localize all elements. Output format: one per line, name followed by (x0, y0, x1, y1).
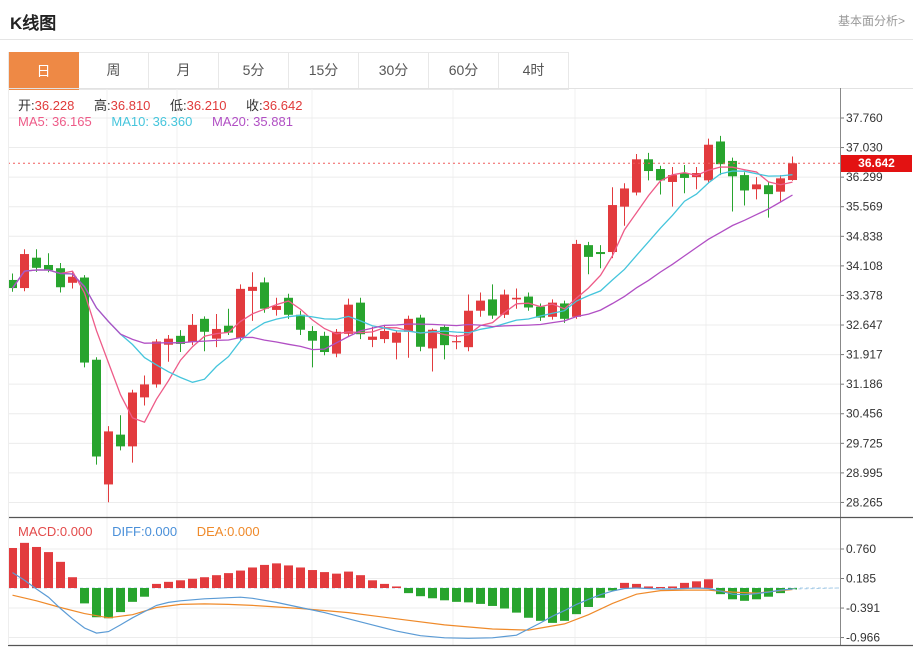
ma10-line (11, 170, 793, 383)
ma20-label: MA20: (211, 114, 250, 129)
tab-30分[interactable]: 30分 (359, 53, 429, 89)
current-price-tag: 36.642 (841, 155, 912, 172)
open-value: 36.228 (34, 98, 75, 113)
ma20-line (11, 194, 793, 351)
macd-y-axis-label: -0.966 (846, 631, 880, 645)
y-axis-label: 28.995 (846, 466, 883, 480)
high-label: 高: (94, 98, 111, 113)
diff-line (12, 572, 793, 639)
high-value: 36.810 (110, 98, 151, 113)
ma5-value: 36.165 (51, 114, 92, 129)
y-axis-label: 31.186 (846, 377, 883, 391)
y-axis-label: 34.108 (846, 259, 883, 273)
timeframe-tabs: 日周月 5分 15分 30分 60分 4时 (8, 52, 569, 90)
tab-4时[interactable]: 4时 (499, 53, 569, 89)
y-axis-label: 31.917 (846, 348, 883, 362)
y-axis-label: 32.647 (846, 318, 883, 332)
y-axis-label: 28.265 (846, 495, 883, 509)
macd-y-axis-label: -0.391 (846, 601, 880, 615)
open-label: 开: (18, 98, 35, 113)
close-value: 36.642 (262, 98, 303, 113)
macd-y-axis-label: 0.760 (846, 542, 876, 556)
close-label: 收: (246, 98, 263, 113)
tab-60分[interactable]: 60分 (429, 53, 499, 89)
ma-readout: MA5: 36.165 MA10: 36.360 MA20: 35.881 (18, 114, 309, 129)
tab-15分[interactable]: 15分 (289, 53, 359, 89)
macd-y-axis: 0.760 0.185 -0.391 -0.966 (8, 542, 880, 645)
tab-月[interactable]: 月 (149, 53, 219, 89)
ma10-label: MA10: (111, 114, 149, 129)
ma20-value: 35.881 (253, 114, 293, 129)
tab-日[interactable]: 日 (9, 52, 79, 90)
y-axis-label: 37.030 (846, 141, 883, 155)
widget-header: K线图 基本面分析> (0, 0, 913, 40)
diff-value: 0.000 (144, 524, 178, 539)
y-axis-label: 34.838 (846, 229, 883, 243)
page-title: K线图 (10, 14, 57, 33)
macd-readout: MACD:0.000 DIFF:0.000 DEA:0.000 (18, 524, 276, 539)
tab-周[interactable]: 周 (79, 53, 149, 89)
ma10-value: 36.360 (152, 114, 193, 129)
low-value: 36.210 (186, 98, 227, 113)
y-axis-label: 37.760 (846, 111, 883, 125)
ma5-line (11, 166, 793, 424)
macd-label: MACD: (18, 524, 60, 539)
macd-y-axis-label: 0.185 (846, 572, 876, 586)
ohlc-readout: 开:36.228 高:36.810 低:36.210 收:36.642 (18, 95, 318, 114)
ma5-label: MA5: (18, 114, 49, 129)
y-axis-label: 35.569 (846, 200, 883, 214)
fundamental-analysis-link[interactable]: 基本面分析> (837, 14, 905, 28)
macd-histogram (8, 542, 797, 623)
diff-label: DIFF: (112, 524, 145, 539)
dea-line (12, 588, 793, 631)
y-axis-label: 36.299 (846, 170, 883, 184)
candlestick-series (8, 135, 797, 503)
vertical-gridlines (106, 89, 707, 645)
low-label: 低: (170, 98, 187, 113)
price-y-axis: 37.760 37.030 36.299 35.569 34.838 34.108 33.3… (8, 111, 883, 509)
dea-value: 0.000 (227, 524, 260, 539)
y-axis-label: 29.725 (846, 436, 883, 450)
y-axis-label: 30.456 (846, 407, 883, 421)
macd-value: 0.000 (59, 524, 93, 539)
dea-label: DEA: (196, 524, 228, 539)
diff-line-extension (792, 587, 841, 590)
tab-5分[interactable]: 5分 (219, 53, 289, 89)
y-axis-label: 33.378 (846, 288, 883, 302)
